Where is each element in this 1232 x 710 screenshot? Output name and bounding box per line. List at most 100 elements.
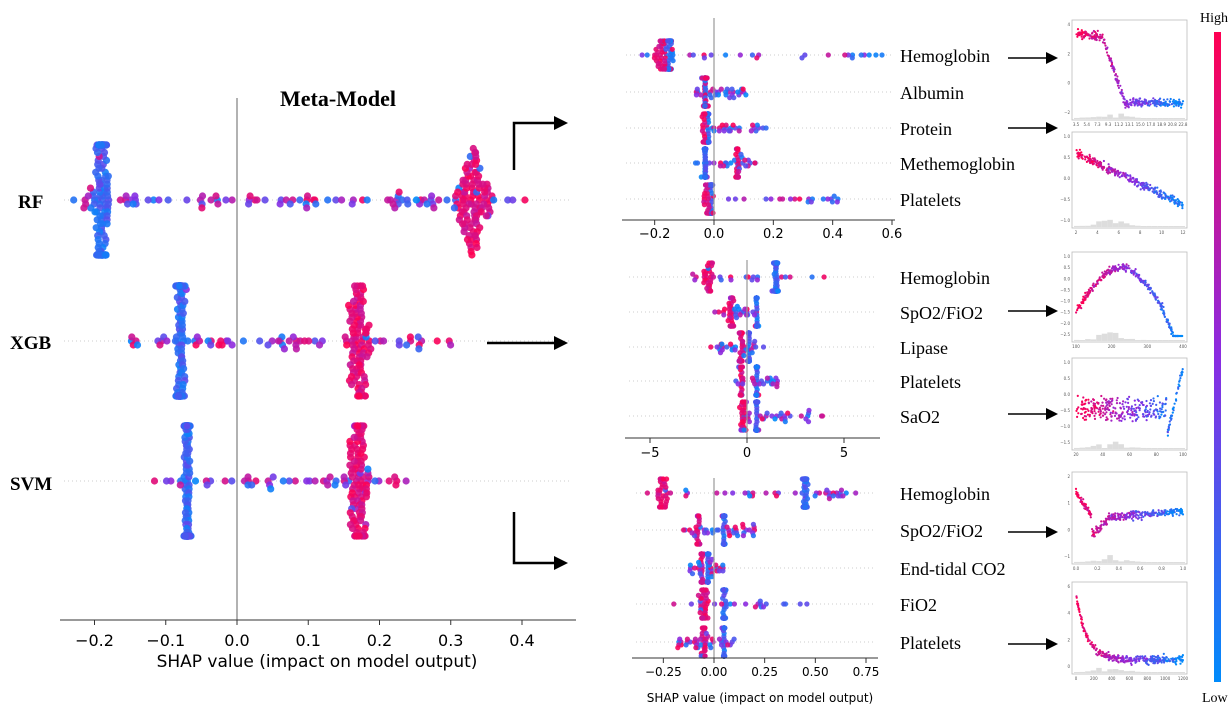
dependence-point	[1091, 37, 1094, 40]
shap-point	[156, 341, 164, 349]
dependence-point	[1116, 174, 1119, 177]
histogram-bar	[1157, 225, 1163, 227]
shap-point	[824, 487, 830, 493]
dependence-point	[1124, 270, 1127, 273]
dependence-point	[1114, 73, 1117, 77]
histogram-bar	[1085, 225, 1091, 227]
dependence-point	[1177, 104, 1180, 108]
shap-point	[702, 103, 708, 109]
dependence-point	[1114, 407, 1117, 410]
histogram-bar	[1129, 225, 1136, 227]
dependence-arrow-head	[1046, 52, 1058, 64]
dependence-point	[1155, 403, 1158, 406]
dependence-point	[1170, 103, 1173, 106]
shap-point	[356, 282, 364, 290]
dependence-point	[1084, 298, 1087, 301]
meta-x-axis-label: SHAP value (impact on model output)	[157, 652, 478, 672]
shap-point	[722, 306, 728, 312]
shap-point	[763, 490, 769, 496]
dependence-point	[1092, 282, 1095, 285]
dependence-point	[1115, 399, 1118, 402]
shap-point	[662, 504, 669, 510]
dependence-point	[1121, 412, 1124, 415]
dependence-y-tick: −0.5	[1060, 287, 1070, 292]
shap-point	[193, 333, 201, 341]
arrow-head-rf	[554, 116, 568, 130]
shap-point	[162, 477, 171, 485]
dependence-point	[1145, 181, 1148, 184]
shap-point	[719, 347, 725, 353]
shap-point	[806, 407, 812, 413]
shap-point	[735, 381, 741, 387]
dependence-point	[1180, 371, 1183, 374]
svm-x-axis-label: SHAP value (impact on model output)	[647, 691, 874, 705]
shap-point	[116, 196, 124, 204]
shap-point	[98, 141, 106, 149]
shap-point	[700, 139, 706, 145]
dependence-point	[1124, 401, 1127, 404]
dependence-point	[1177, 334, 1180, 338]
dependence-point	[1177, 383, 1180, 386]
dependence-point	[1181, 207, 1184, 210]
dependence-point	[1172, 105, 1175, 108]
dependence-point	[1102, 414, 1105, 417]
dependence-point	[1089, 286, 1092, 290]
dependence-x-tick: 11.2	[1114, 122, 1123, 127]
shap-point	[708, 52, 714, 58]
histogram-bar	[1090, 445, 1097, 449]
dependence-point	[1127, 407, 1130, 411]
dependence-point	[1102, 404, 1105, 407]
histogram-bar	[1157, 561, 1163, 563]
shap-point	[395, 341, 403, 349]
shap-point	[657, 38, 663, 44]
shap-point	[740, 533, 747, 539]
dependence-x-tick: 8	[1139, 230, 1142, 235]
shap-point	[292, 345, 300, 353]
shap-point	[84, 192, 92, 200]
dependence-point	[1132, 177, 1135, 180]
dependence-point	[1102, 38, 1105, 42]
dependence-point	[1159, 104, 1162, 107]
dependence-point	[1146, 288, 1150, 291]
shap-point	[723, 122, 729, 128]
shap-point	[724, 163, 730, 169]
shap-point	[818, 413, 825, 419]
shap-point	[731, 601, 738, 607]
histogram-bar	[1079, 339, 1086, 341]
shap-point	[228, 341, 236, 349]
histogram-bar	[1112, 560, 1119, 563]
dependence-y-tick: −1.5	[1060, 310, 1070, 315]
shap-point	[380, 337, 388, 345]
dependence-point	[1161, 404, 1164, 407]
shap-point	[392, 481, 400, 489]
dependence-y-tick: 1.0	[1064, 254, 1071, 259]
dependence-point	[1171, 196, 1174, 199]
shap-point	[245, 200, 253, 208]
dependence-point	[1101, 401, 1104, 404]
shap-point	[684, 636, 691, 642]
dependence-point	[1117, 263, 1120, 266]
shap-point	[779, 274, 785, 280]
shap-point	[729, 295, 736, 301]
shap-point	[689, 571, 696, 577]
shap-point	[276, 200, 284, 208]
dependence-point	[1179, 377, 1182, 380]
dependence-point	[1133, 183, 1136, 186]
dependence-point	[1100, 404, 1103, 407]
shap-point	[710, 530, 716, 536]
shap-point	[683, 487, 689, 493]
shap-point	[830, 493, 836, 499]
shap-point	[447, 341, 455, 349]
dependence-point	[1150, 415, 1153, 418]
dependence-point	[1166, 104, 1169, 108]
shap-point	[749, 277, 755, 283]
shap-point	[363, 353, 371, 361]
histogram-bar	[1123, 338, 1130, 341]
shap-point	[728, 323, 734, 329]
dependence-point	[1169, 414, 1173, 418]
dependence-point	[1082, 295, 1085, 298]
dependence-point	[1084, 158, 1087, 161]
histogram-bar	[1135, 339, 1141, 341]
shap-point	[710, 210, 716, 216]
shap-point	[698, 92, 704, 98]
